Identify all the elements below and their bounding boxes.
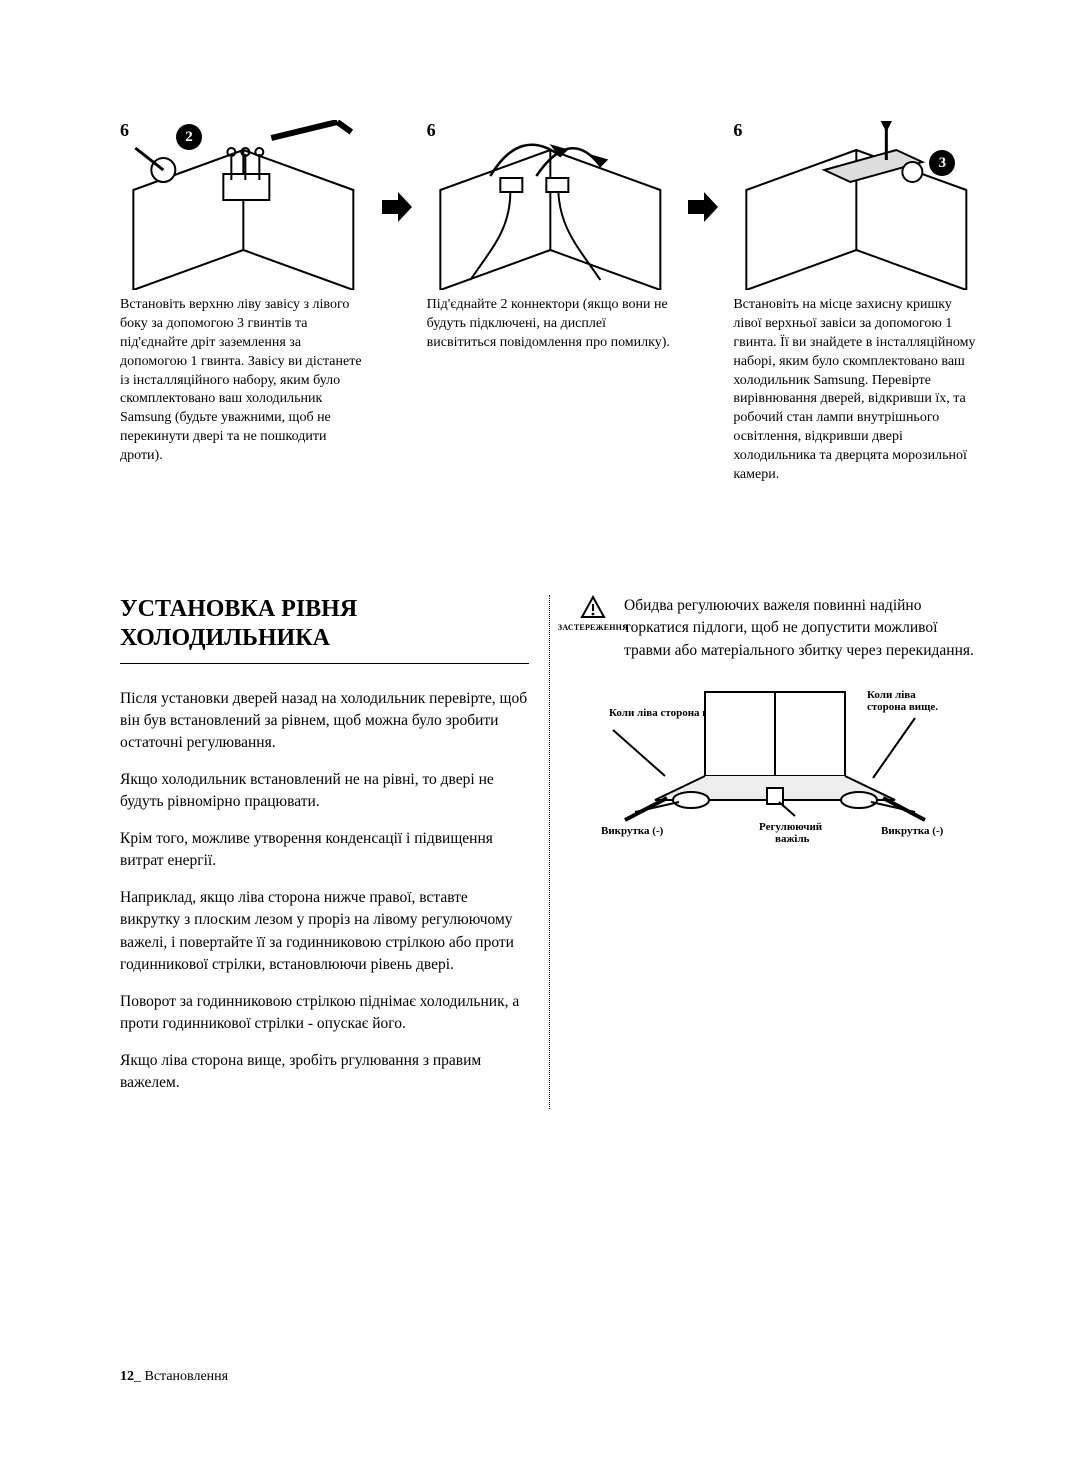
step-number-2: 6 bbox=[427, 120, 436, 141]
title-rule bbox=[120, 663, 529, 664]
warning-label: ЗАСТЕРЕЖЕННЯ bbox=[558, 623, 628, 632]
section-title-line1: УСТАНОВКА РІВНЯ bbox=[120, 596, 357, 622]
para-5: Поворот за годинниковою стрілкою підніма… bbox=[120, 991, 529, 1036]
step-block-2: 6 Під'єднайте 2 коннектори (якщо вони не… bbox=[427, 120, 674, 353]
leveling-diagram-icon: Коли ліва сторона нижче. Коли лівасторон… bbox=[595, 680, 955, 850]
two-column-section: УСТАНОВКА РІВНЯ ХОЛОДИЛЬНИКА Після устан… bbox=[120, 595, 980, 1109]
step-caption-1: Встановіть верхню ліву завісу з лівого б… bbox=[120, 296, 367, 466]
warning-block: ЗАСТЕРЕЖЕННЯ Обидва регулюючих важеля по… bbox=[570, 595, 980, 662]
hinge-install-icon bbox=[120, 120, 367, 290]
step-row: 6 2 Встано bbox=[120, 120, 980, 485]
connector-icon bbox=[427, 120, 674, 290]
label-screwdriver-left: Викрутка (-) bbox=[601, 825, 664, 837]
arrow-right-icon bbox=[379, 120, 415, 224]
label-screwdriver-right: Викрутка (-) bbox=[881, 825, 944, 837]
para-4: Наприклад, якщо ліва сторона нижче право… bbox=[120, 887, 529, 977]
arrow-right-icon bbox=[685, 120, 721, 224]
step-block-1: 6 2 Встано bbox=[120, 120, 367, 466]
warning-icon-column: ЗАСТЕРЕЖЕННЯ bbox=[570, 595, 616, 632]
step-figure-2: 6 bbox=[427, 120, 674, 290]
para-2: Якщо холодильник встановлений не на рівн… bbox=[120, 769, 529, 814]
step-badge-1: 2 bbox=[176, 124, 202, 150]
para-1: Після установки дверей назад на холодиль… bbox=[120, 688, 529, 755]
section-title-line2: ХОЛОДИЛЬНИКА bbox=[120, 625, 330, 651]
step-number-1: 6 bbox=[120, 120, 129, 141]
para-3: Крім того, можливе утворення конденсації… bbox=[120, 828, 529, 873]
warning-text: Обидва регулюючих важеля повинні надійно… bbox=[624, 595, 980, 662]
step-block-3: 6 3 Встановіть на місце захисну кришку л… bbox=[733, 120, 980, 485]
section-title: УСТАНОВКА РІВНЯ ХОЛОДИЛЬНИКА bbox=[120, 595, 529, 653]
step-figure-1: 6 2 bbox=[120, 120, 367, 290]
page-footer: 12_ Встановлення bbox=[120, 1369, 980, 1385]
step-number-3: 6 bbox=[733, 120, 742, 141]
right-column: ЗАСТЕРЕЖЕННЯ Обидва регулюючих важеля по… bbox=[550, 595, 980, 1109]
page-number: 12 bbox=[120, 1369, 134, 1384]
footer-text: _ Встановлення bbox=[134, 1369, 228, 1384]
step-caption-3: Встановіть на місце захисну кришку лівої… bbox=[733, 296, 980, 485]
label-left-high: Коли лівасторона вище. bbox=[867, 689, 938, 713]
left-column: УСТАНОВКА РІВНЯ ХОЛОДИЛЬНИКА Після устан… bbox=[120, 595, 550, 1109]
label-lever: Регулюючийважіль bbox=[759, 821, 823, 845]
warning-icon bbox=[580, 595, 606, 621]
para-6: Якщо ліва сторона вище, зробіть ргулюван… bbox=[120, 1050, 529, 1095]
leveling-figure: Коли ліва сторона нижче. Коли лівасторон… bbox=[570, 680, 980, 850]
step-figure-3: 6 3 bbox=[733, 120, 980, 290]
cover-install-icon bbox=[733, 120, 980, 290]
step-caption-2: Під'єднайте 2 коннектори (якщо вони не б… bbox=[427, 296, 674, 353]
